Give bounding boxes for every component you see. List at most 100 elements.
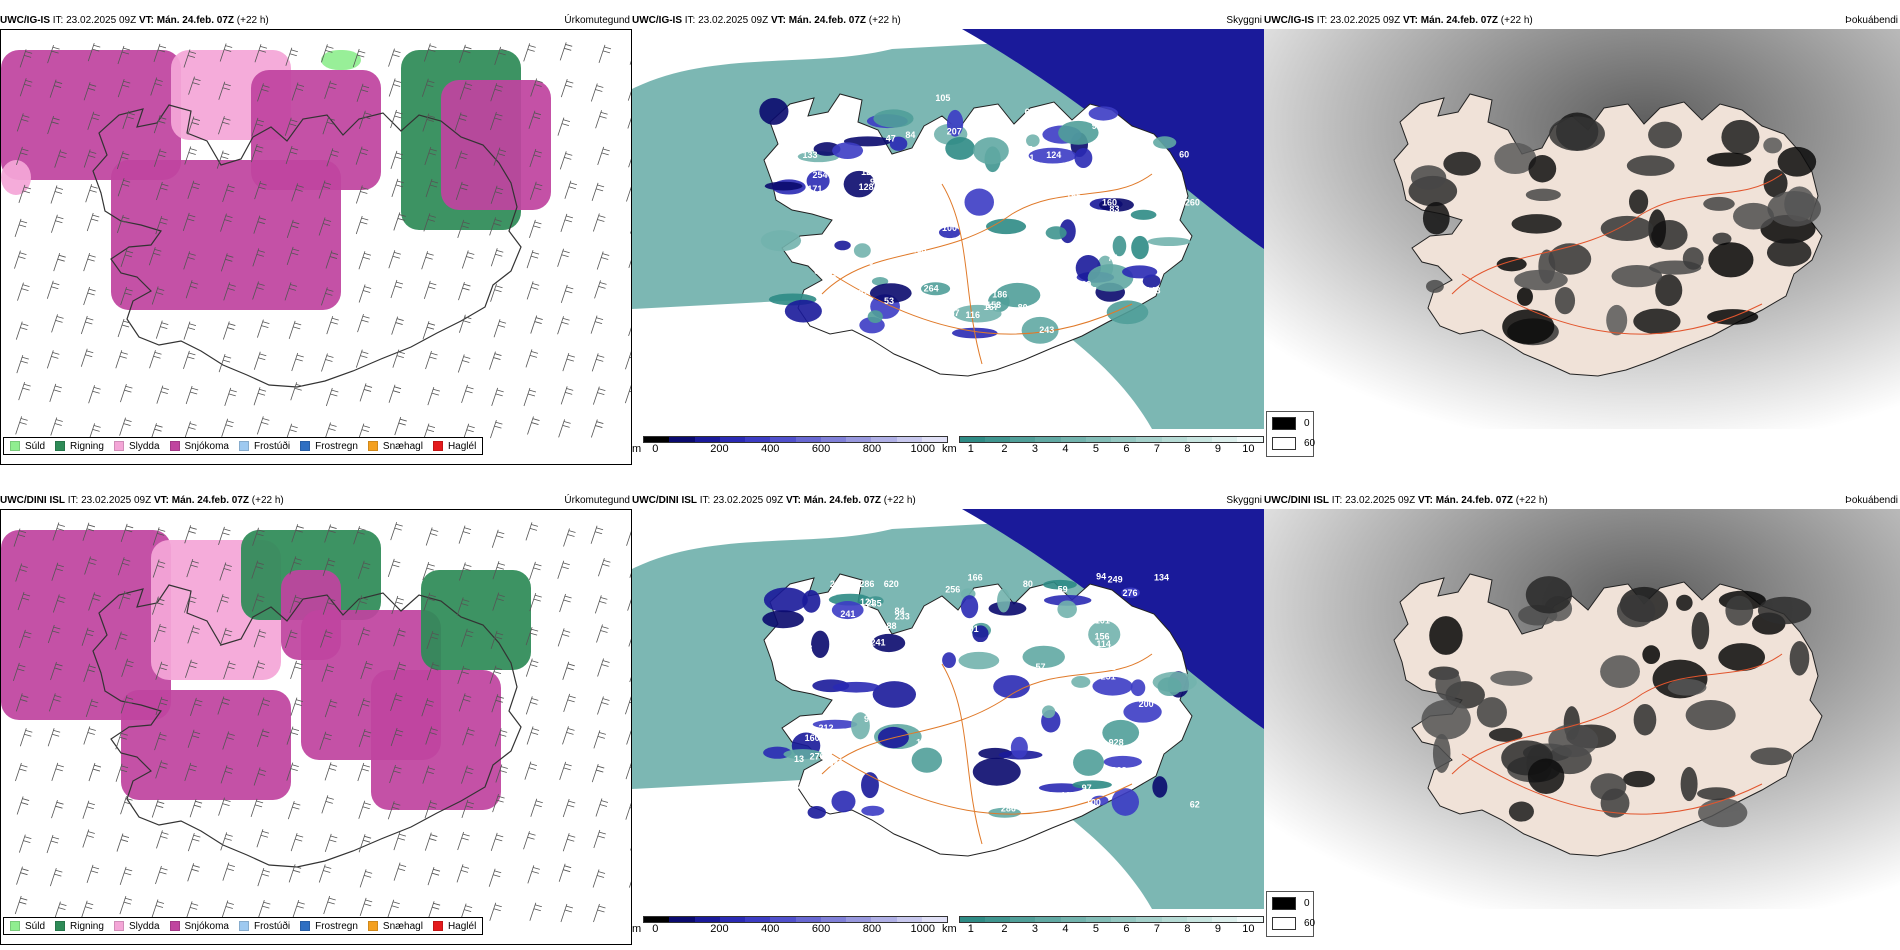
fog-map[interactable] [1264, 509, 1900, 909]
wind-barb [355, 595, 368, 614]
vt-label: VT: [138, 15, 154, 26]
wind-barb [116, 150, 130, 170]
ceiling-label: 100 [1086, 797, 1101, 807]
wind-barb [490, 832, 504, 852]
ceiling-label: 55 [1009, 323, 1019, 333]
visibility-map[interactable]: 257 186 175 212 260 763 153 159 160 122 140 143 116 2… [632, 29, 1264, 429]
ceiling-label: 243 [1039, 325, 1054, 335]
wind-barb [217, 696, 230, 715]
wind-barb [88, 385, 101, 404]
wind-barb [322, 596, 336, 615]
wind-barb [557, 117, 571, 136]
wind-barb [257, 868, 270, 887]
wind-barb [597, 696, 610, 715]
wind-barb [288, 320, 302, 340]
fog-patch [1476, 697, 1507, 728]
wind-barb [321, 663, 334, 682]
wind-barb [52, 522, 65, 541]
wind-barb [16, 796, 30, 815]
ceiling-gradient [643, 916, 949, 923]
cloud-patch [806, 170, 830, 192]
wind-barb [424, 800, 438, 819]
cloud-patch [953, 304, 1002, 323]
lead-time: (+22 h) [1500, 15, 1533, 26]
wind-barb [422, 562, 435, 581]
wind-barb [120, 286, 133, 306]
cloud-patch [869, 283, 912, 303]
fog-patch [1490, 670, 1533, 686]
wind-barb [289, 556, 302, 575]
wind-barb [597, 658, 610, 677]
wind-barb [54, 149, 67, 168]
ceiling-label: 156 [1095, 631, 1110, 641]
wind-barb [490, 248, 504, 267]
cloud-patch [831, 601, 864, 620]
vt-value: Mán. 24.feb. 07Z [171, 495, 249, 506]
cloud-patch [861, 772, 879, 799]
wind-barb [257, 697, 271, 716]
wind-barb [559, 761, 572, 781]
ceiling-label: 97 [1082, 783, 1092, 793]
wind-barb [81, 627, 95, 646]
wind-barb [184, 762, 197, 782]
wind-barb [559, 151, 573, 170]
wind-barb [288, 864, 302, 883]
ceiling-label: 96 [937, 220, 947, 230]
wind-barb [423, 592, 436, 611]
ceiling-label: 88 [886, 621, 896, 631]
wind-barb [629, 60, 631, 65]
panel-header: UWC/DINI ISL IT: 23.02.2025 09Z VT: Mán.… [1264, 493, 1900, 509]
wind-barb [184, 421, 197, 440]
ceiling-label: 116 [966, 310, 981, 320]
wind-barb [593, 903, 606, 923]
ceiling-label: 92 [1081, 288, 1091, 298]
cloud-patch [873, 109, 914, 128]
wind-barb [591, 763, 605, 783]
wind-barb [426, 630, 439, 650]
fog-map[interactable] [1264, 29, 1900, 429]
wind-barb [155, 320, 169, 339]
tick-label: 10 [1242, 923, 1255, 935]
wind-barb [183, 251, 196, 270]
precip-map[interactable] [0, 509, 632, 945]
ceiling-label: 79 [1077, 292, 1087, 302]
wind-barb [526, 250, 540, 269]
wind-barb [16, 113, 30, 132]
wind-barb [492, 794, 505, 813]
visibility-map[interactable]: 260 200 161 591 212 203 166 311 286 249 235 134 78 10… [632, 509, 1264, 909]
wind-barb [324, 524, 337, 543]
wind-barb [458, 281, 471, 301]
wind-barb [461, 765, 474, 784]
cloud-patch [853, 243, 871, 258]
ceiling-label: 160 [805, 733, 820, 743]
precip-map[interactable] [0, 29, 632, 465]
fog-legend-label: 0 [1304, 418, 1310, 429]
wind-barb [324, 80, 337, 99]
ceiling-label: 170 [916, 737, 931, 747]
ceiling-label: 233 [895, 612, 910, 622]
wind-barb [559, 593, 572, 613]
wind-barb [427, 867, 441, 886]
ceiling-area [962, 29, 1264, 249]
ceiling-label: 169 [1076, 280, 1091, 290]
tick-label: 2 [1001, 923, 1008, 935]
legend-label: Frostúði [253, 920, 291, 932]
visibility-colorbar: km 1 2 3 4 5 6 7 8 9 10 [942, 916, 1264, 935]
ceiling-label: 99 [870, 177, 880, 187]
wind-barb [253, 351, 267, 370]
wind-barb [424, 832, 438, 851]
cloud-patch [1103, 755, 1142, 768]
wind-barb [220, 765, 234, 784]
ceiling-label: 249 [1108, 574, 1123, 584]
fog-patch [1648, 209, 1667, 248]
cloud-patch [1088, 620, 1121, 648]
fog-patch [1548, 243, 1592, 275]
ceiling-label: 135 [1061, 790, 1076, 800]
legend-label: Rigning [70, 920, 104, 932]
wind-barb [624, 385, 631, 404]
ceiling-label: 272 [867, 619, 882, 629]
wind-barb [457, 665, 470, 685]
roads [1451, 653, 1783, 815]
legend-item-6: Snæhagl [367, 921, 423, 932]
wind-barb [628, 158, 631, 168]
